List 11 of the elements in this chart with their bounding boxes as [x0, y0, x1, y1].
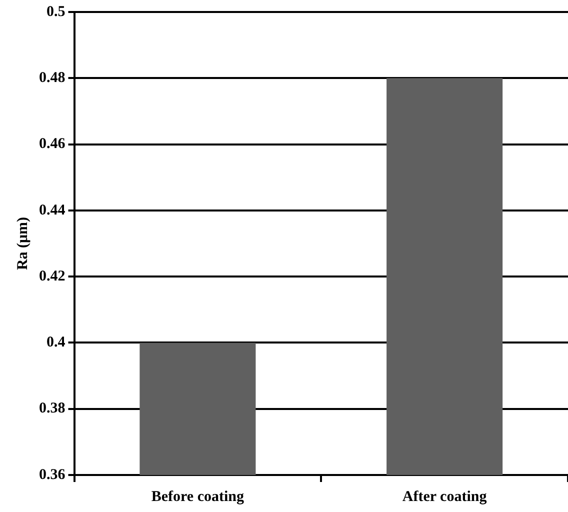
y-tick-label: 0.46	[39, 136, 66, 152]
y-tick-label: 0.36	[39, 466, 66, 483]
y-tick-label: 0.42	[39, 268, 66, 284]
x-tick-label: Before coating	[151, 488, 244, 505]
y-axis-title: Ra (μm)	[14, 216, 31, 270]
y-tick-label: 0.44	[39, 202, 66, 218]
y-tick-label: 0.38	[39, 400, 66, 417]
x-tick-label: After coating	[402, 488, 488, 505]
y-tick-label: 0.5	[46, 4, 66, 20]
y-tick-label: 0.48	[39, 70, 66, 86]
y-tick-label: 0.4	[46, 334, 66, 351]
